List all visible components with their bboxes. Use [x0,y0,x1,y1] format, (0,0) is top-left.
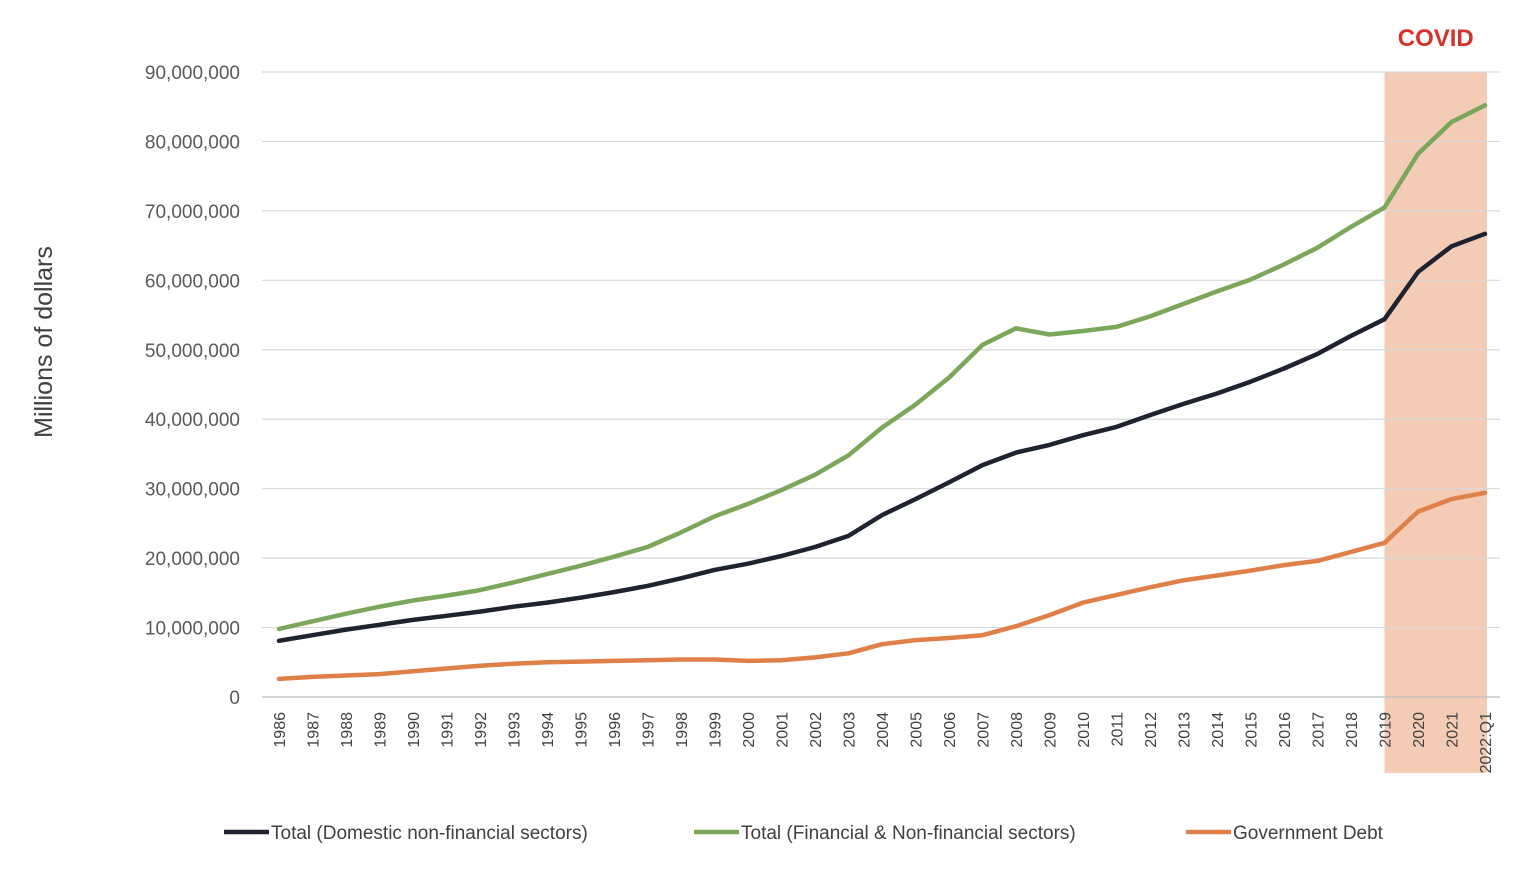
covid-label: COVID [1398,25,1474,52]
x-tick-label: 2015 [1244,712,1261,748]
series-line-2 [276,490,1488,682]
y-tick-label: 30,000,000 [145,480,240,501]
y-tick-label: 60,000,000 [145,271,240,292]
y-tick-label: 80,000,000 [145,132,240,153]
x-tick-label: 2016 [1277,712,1294,748]
x-tick-label: 2018 [1344,712,1361,748]
x-tick-label: 2003 [842,712,859,748]
series-lines [276,103,1488,682]
x-tick-label: 1989 [373,712,390,748]
legend-label: Government Debt [1233,823,1384,844]
x-tick-label: 2019 [1378,712,1395,748]
x-tick-label: 2009 [1043,712,1060,748]
series-line-1 [276,103,1488,632]
x-tick-label: 2012 [1143,712,1160,748]
x-tick-label: 2011 [1110,712,1127,747]
x-tick-label: 1988 [339,712,356,748]
x-tick-label: 2013 [1177,712,1194,748]
gridlines [262,71,1500,698]
y-axis-ticks: 0 10,000,000 20,000,000 30,000,000 40,000,00… [145,63,240,709]
y-tick-label: 70,000,000 [145,202,240,223]
series-line-0 [276,231,1488,644]
x-tick-label: 1991 [440,712,457,748]
x-tick-label: 2006 [942,712,959,748]
x-tick-label: 2008 [1009,712,1026,748]
x-tick-label: 1998 [674,712,691,748]
x-tick-label: 2000 [741,712,758,748]
x-tick-label: 1986 [272,712,289,748]
legend-item: Total (Financial & Non-financial sectors… [694,823,1076,844]
x-tick-label: 1997 [641,712,658,748]
y-tick-label: 40,000,000 [145,410,240,431]
legend-item: Government Debt [1186,823,1384,844]
legend: Total (Domestic non-financial sectors) To… [224,823,1384,844]
x-tick-label: 2022:Q1 [1478,712,1495,773]
x-tick-label: 2004 [875,712,892,748]
y-tick-label: 50,000,000 [145,341,240,362]
x-tick-label: 1994 [540,712,557,748]
x-tick-label: 1993 [507,712,524,748]
x-tick-label: 2017 [1311,712,1328,748]
y-axis-label: Millions of dollars [30,246,58,438]
x-axis-ticks: 1986 1987 1988 1989 1990 1991 1992 1993 1994 1995… [272,712,1495,773]
x-tick-label: 2002 [808,712,825,748]
x-tick-label: 2001 [775,712,792,748]
y-tick-label: 0 [229,688,240,709]
x-tick-label: 2014 [1210,712,1227,748]
x-tick-label: 2021 [1445,712,1462,748]
legend-label: Total (Financial & Non-financial sectors… [741,823,1076,844]
y-tick-label: 90,000,000 [145,63,240,84]
y-tick-label: 20,000,000 [145,549,240,570]
x-tick-label: 2007 [976,712,993,748]
covid-shaded-region [1384,72,1487,773]
x-tick-label: 1987 [306,712,323,748]
y-tick-label: 10,000,000 [145,619,240,640]
x-tick-label: 1992 [473,712,490,748]
x-tick-label: 1999 [708,712,725,748]
x-tick-label: 2005 [909,712,926,748]
x-tick-label: 2010 [1076,712,1093,748]
x-tick-label: 2020 [1411,712,1428,748]
legend-item: Total (Domestic non-financial sectors) [224,823,588,844]
x-tick-label: 1996 [607,712,624,748]
legend-label: Total (Domestic non-financial sectors) [271,823,588,844]
x-tick-label: 1995 [574,712,591,748]
x-tick-label: 1990 [406,712,423,748]
